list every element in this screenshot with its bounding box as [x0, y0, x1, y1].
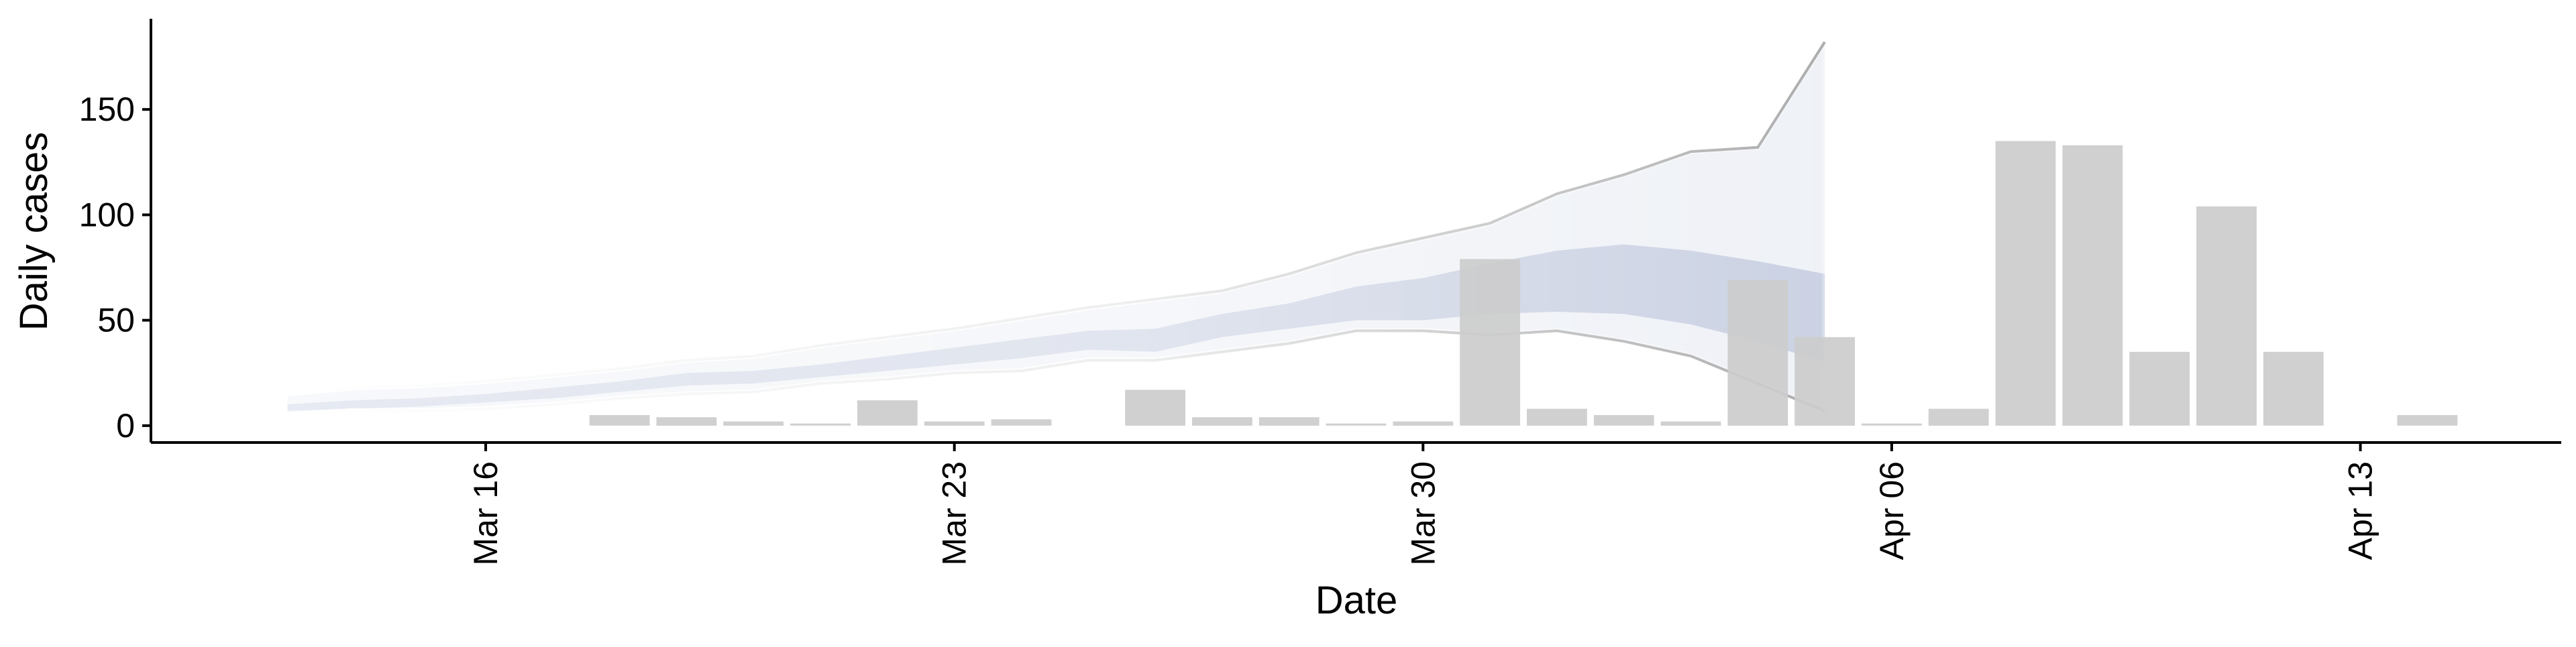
bar-2020-04-03	[1660, 421, 1721, 426]
axes: 0 50 100 150 Mar 16 Mar 23 Mar 30 Apr 06 Apr 13	[79, 19, 2561, 566]
bar-2020-04-14	[2397, 415, 2458, 426]
bar-2020-03-26	[1125, 390, 1185, 426]
bar-2020-03-27	[1192, 417, 1252, 426]
x-tick-label-2020-03-30: Mar 30	[1404, 461, 1442, 566]
bar-2020-03-18	[589, 415, 650, 426]
bar-2020-03-31	[1460, 259, 1520, 426]
bar-2020-04-02	[1593, 415, 1654, 426]
bar-2020-03-30	[1393, 421, 1454, 426]
bar-2020-03-20	[723, 421, 784, 426]
y-tick-label-150: 150	[79, 91, 135, 128]
bar-2020-04-10	[2129, 351, 2190, 426]
bar-2020-04-09	[2062, 145, 2123, 426]
band-fade-overlay	[284, 42, 1825, 416]
bar-2020-04-06	[1862, 423, 1922, 426]
y-axis-title: Daily cases	[12, 132, 56, 331]
bar-2020-04-04	[1727, 280, 1788, 426]
bar-2020-03-29	[1326, 423, 1387, 426]
x-axis-title: Date	[1316, 579, 1398, 622]
y-tick-label-50: 50	[97, 302, 135, 339]
bar-2020-04-11	[2196, 206, 2257, 426]
bar-2020-03-24	[991, 419, 1052, 426]
bar-2020-03-19	[656, 417, 717, 426]
bar-2020-03-28	[1258, 417, 1320, 426]
x-tick-label-2020-04-06: Apr 06	[1873, 461, 1911, 560]
bar-2020-04-08	[1995, 141, 2056, 426]
bar-2020-04-12	[2263, 351, 2324, 426]
projection-band	[282, 32, 1828, 418]
bars-group	[589, 141, 2458, 426]
x-tick-label-2020-03-16: Mar 16	[467, 461, 504, 566]
bar-2020-04-05	[1794, 337, 1855, 426]
x-tick-label-2020-04-13: Apr 13	[2342, 461, 2379, 560]
bar-2020-03-21	[790, 423, 851, 426]
y-tick-label-0: 0	[116, 407, 135, 445]
bar-2020-03-23	[924, 421, 985, 426]
bar-2020-04-01	[1527, 408, 1587, 426]
bar-2020-03-22	[857, 400, 918, 426]
y-tick-label-100: 100	[79, 196, 135, 233]
x-tick-label-2020-03-23: Mar 23	[936, 461, 973, 566]
bar-2020-04-07	[1928, 408, 1989, 426]
